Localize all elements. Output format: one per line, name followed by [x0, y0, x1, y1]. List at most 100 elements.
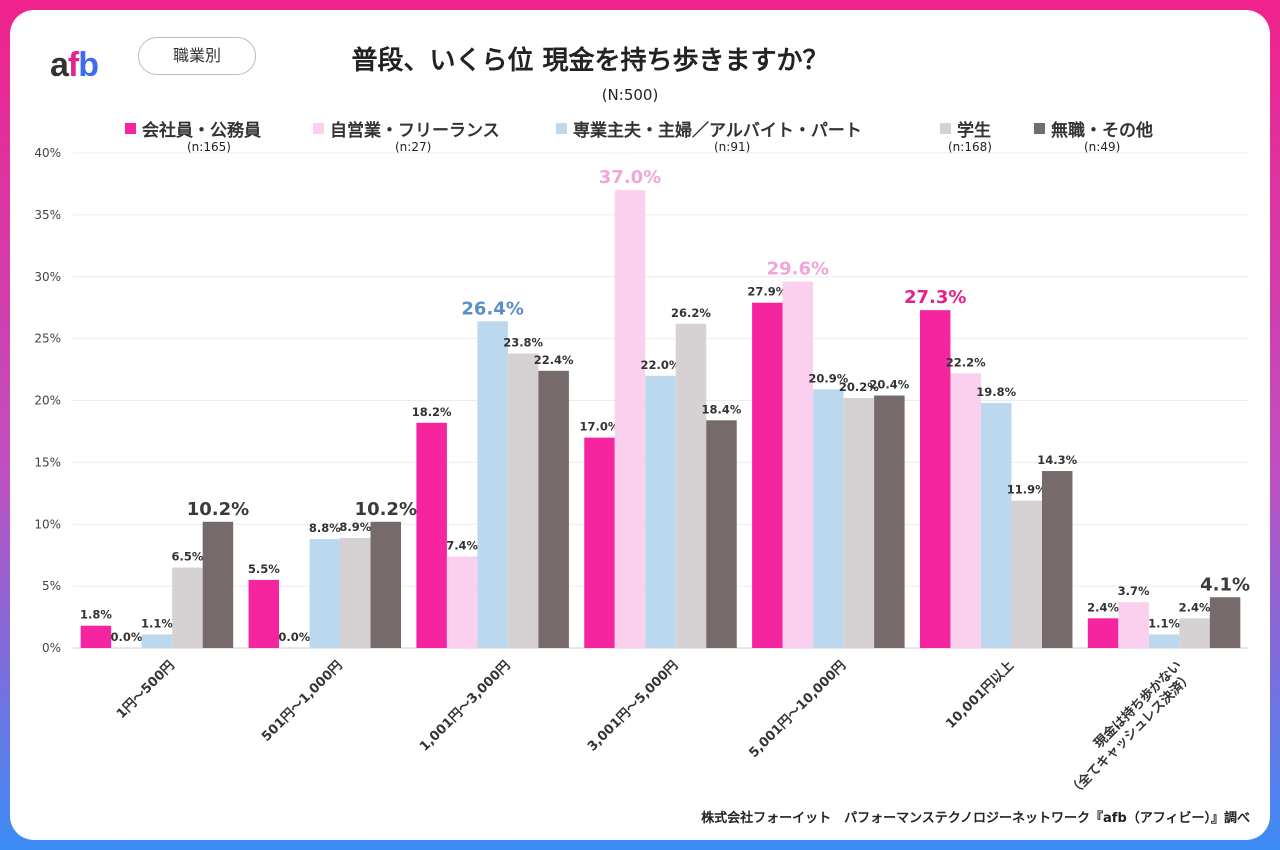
bar — [645, 375, 676, 648]
data-label: 6.5% — [171, 550, 203, 564]
category-label: 3,001円～5,000円 — [585, 658, 681, 754]
data-label-highlight: 27.3% — [904, 287, 966, 308]
legend-swatch — [940, 123, 951, 134]
bar — [874, 395, 905, 648]
chart-title: 普段、いくら位 現金を持ち歩きますか？ — [351, 46, 829, 76]
data-label: 18.2% — [412, 405, 452, 419]
data-label: 20.9% — [808, 371, 848, 385]
bar — [446, 556, 478, 648]
bar — [950, 373, 981, 648]
data-label-highlight: 4.1% — [1200, 574, 1250, 595]
data-label: 23.8% — [503, 335, 543, 349]
category-badge: 職業別 — [138, 37, 256, 75]
y-tick-label: 10% — [34, 517, 61, 531]
bar — [202, 521, 234, 648]
data-label: 8.8% — [309, 521, 341, 535]
bar — [172, 567, 203, 648]
y-tick-label: 15% — [34, 455, 61, 469]
legend-swatch — [313, 123, 324, 134]
data-label: 8.9% — [339, 520, 371, 534]
data-label: 1.1% — [1148, 616, 1180, 630]
legend-label: 無職・その他 — [1051, 121, 1153, 141]
category-label-line: 10,001円以上 — [943, 658, 1017, 732]
data-label: 1.1% — [141, 616, 173, 630]
category-label: 10,001円以上 — [943, 658, 1017, 732]
y-tick-label: 35% — [34, 208, 61, 222]
data-label: 26.2% — [671, 306, 711, 320]
data-label-highlight: 26.4% — [461, 298, 523, 319]
bar — [1209, 597, 1241, 648]
bar — [340, 537, 371, 648]
legend-label: 専業主夫・主婦／アルバイト・パート — [573, 121, 862, 141]
data-label: 18.4% — [702, 402, 742, 416]
bar — [1087, 618, 1119, 648]
bar — [980, 402, 1012, 648]
legend-item-other: 無職・その他 (n:49) — [1034, 116, 1153, 158]
legend-n: (n:27) — [395, 140, 432, 154]
data-label: 7.4% — [446, 538, 478, 552]
bar-chart: 0%5%10%15%20%25%30%35%40%1.8%0.0%1.1%6.5… — [34, 146, 1250, 800]
data-label: 1.8% — [80, 608, 112, 622]
category-label-line: 1円～500円 — [114, 658, 178, 722]
legend-label: 学生 — [957, 121, 991, 141]
legend-label: 会社員・公務員 — [142, 121, 261, 141]
bar — [675, 323, 707, 648]
data-label: 14.3% — [1037, 453, 1077, 467]
data-label: 19.8% — [976, 385, 1016, 399]
legend-item-employee: 会社員・公務員 (n:165) — [125, 116, 261, 158]
legend-n: (n:165) — [187, 140, 231, 154]
legend-item-student: 学生 (n:168) — [940, 116, 992, 158]
bar — [80, 625, 112, 648]
bar — [141, 634, 173, 648]
legend-swatch — [556, 123, 567, 134]
bar — [416, 422, 447, 648]
bar — [782, 281, 814, 648]
legend-item-homemaker: 専業主夫・主婦／アルバイト・パート (n:91) — [556, 116, 862, 158]
bar — [507, 353, 539, 648]
category-label: 現金は持ち歩かない（全てキャッシュレス決済） — [1054, 658, 1196, 800]
data-label: 20.2% — [839, 380, 879, 394]
data-label-highlight: 10.2% — [355, 499, 417, 520]
bar — [1179, 618, 1210, 648]
logo-letter-b: b — [78, 46, 99, 84]
data-label: 27.9% — [747, 285, 787, 299]
bar — [706, 420, 737, 648]
legend-swatch — [1034, 123, 1045, 134]
logo-letter-a: a — [50, 46, 69, 84]
legend-n: (n:49) — [1084, 140, 1121, 154]
legend-n: (n:168) — [948, 140, 992, 154]
bar — [1041, 471, 1073, 648]
bar — [584, 437, 615, 648]
bar — [1148, 634, 1180, 648]
category-label-line: 5,001円～10,000円 — [746, 658, 849, 761]
y-tick-label: 25% — [34, 332, 61, 346]
y-tick-label: 40% — [34, 146, 61, 160]
card: afb 職業別 普段、いくら位 現金を持ち歩きますか？ (N:500) 会社員・… — [10, 10, 1270, 840]
legend-swatch — [125, 123, 136, 134]
category-label: 5,001円～10,000円 — [746, 658, 849, 761]
bar — [370, 521, 402, 648]
sample-size: (N:500) — [601, 86, 659, 104]
data-label: 2.4% — [1087, 600, 1119, 614]
category-label-line: 1,001円～3,000円 — [417, 658, 513, 754]
bar — [919, 310, 951, 648]
bar — [752, 302, 783, 648]
data-label: 22.0% — [641, 358, 681, 372]
data-label: 20.4% — [869, 378, 909, 392]
data-label: 0.0% — [110, 630, 142, 644]
category-label-line: 3,001円～5,000円 — [585, 658, 681, 754]
bar — [614, 190, 646, 648]
y-tick-label: 5% — [42, 579, 61, 593]
logo-letter-f: f — [67, 46, 79, 84]
data-label: 17.0% — [580, 420, 620, 434]
data-label: 2.4% — [1179, 600, 1211, 614]
legend-item-freelance: 自営業・フリーランス (n:27) — [313, 116, 500, 158]
data-label: 0.0% — [278, 630, 310, 644]
data-label: 11.9% — [1007, 483, 1047, 497]
bar — [477, 321, 508, 648]
afb-logo: afb — [50, 40, 140, 90]
bar — [309, 539, 341, 648]
data-label-highlight: 37.0% — [599, 167, 661, 188]
category-label-line: （全てキャッシュレス決済） — [1066, 669, 1197, 800]
bar — [248, 579, 280, 648]
